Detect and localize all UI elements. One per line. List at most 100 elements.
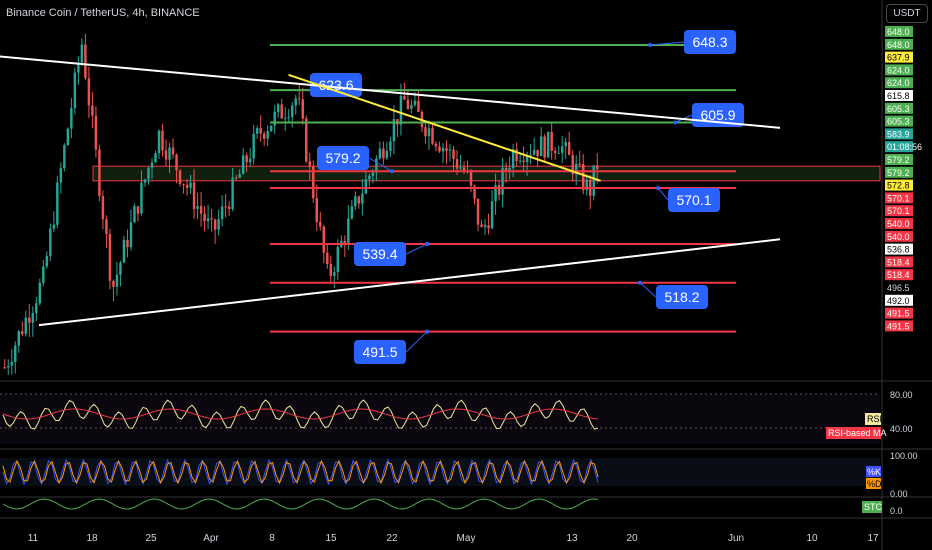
candle-body (182, 183, 185, 185)
candle-body (129, 222, 133, 248)
price-scale-label: 492.0 (887, 296, 910, 306)
candle-body (49, 228, 52, 257)
candle-body (98, 149, 101, 197)
rsi-ma-legend-tag (826, 427, 881, 439)
trendline-upper-white (0, 55, 781, 129)
callout-line (649, 41, 685, 46)
candle-body (28, 317, 31, 323)
candle-body (392, 119, 396, 142)
candle-body (273, 111, 276, 126)
candle-body (269, 125, 273, 132)
candle-body (308, 161, 311, 166)
candle-body (154, 153, 157, 163)
price-scale-tag (885, 192, 913, 204)
stc-legend-label: STC (864, 502, 883, 512)
candle-body (536, 149, 539, 156)
candle-body (452, 149, 455, 160)
candle-body (515, 149, 518, 162)
level-label: 579.2 (325, 150, 360, 166)
candle-body (410, 104, 413, 109)
candle-body (560, 146, 564, 153)
candle-body (147, 167, 150, 180)
candle-body (427, 128, 431, 137)
candle-body (206, 218, 210, 222)
candle-body (213, 219, 217, 230)
candle-body (578, 163, 581, 165)
price-scale-label: 572.8 (887, 181, 910, 191)
callout-point (656, 185, 660, 190)
candle-body (7, 365, 10, 368)
price-scale-label: 536.8 (887, 245, 910, 255)
candle-body (276, 104, 280, 112)
candle-body (459, 167, 462, 169)
candle-body (140, 182, 143, 214)
candle-body (112, 280, 115, 287)
candle-body (164, 150, 168, 160)
candle-body (161, 130, 164, 151)
candle-body (417, 100, 420, 112)
candle-body (259, 128, 262, 134)
candle-body (347, 218, 350, 244)
candle-body (483, 225, 487, 227)
price-scale-tag (885, 218, 913, 229)
candle-body (336, 246, 340, 273)
candle-body (571, 154, 574, 175)
x-axis-tick-label: 17 (867, 533, 879, 544)
price-scale-tag (885, 256, 913, 268)
rsi-level-label: 80.00 (890, 390, 913, 400)
candle-body (24, 317, 28, 335)
x-axis-tick-label: 20 (626, 533, 638, 544)
candle-body (14, 345, 17, 363)
candle-body (497, 185, 501, 195)
candle-body (248, 158, 252, 163)
candle-body (413, 100, 417, 105)
candle-body (469, 170, 473, 186)
price-scale-tag (885, 26, 913, 37)
callout-point (425, 329, 429, 334)
candle-body (224, 206, 227, 208)
candle-body (241, 155, 245, 175)
candle-body (266, 131, 269, 139)
candle-body (35, 303, 38, 313)
candle-body (42, 266, 45, 283)
callout-point (425, 242, 429, 247)
price-scale-tag (885, 205, 913, 217)
candle-body (333, 272, 336, 277)
rsi-ma-line (2, 408, 599, 420)
price-scale-tag (885, 64, 913, 76)
candle-body (567, 142, 571, 155)
candle-body (287, 116, 290, 118)
candle-body (171, 147, 175, 155)
price-scale-tag (885, 243, 913, 255)
level-label-box (668, 188, 720, 212)
price-scale-tag (885, 179, 913, 191)
candle-body (115, 274, 119, 287)
candle-body (553, 150, 557, 153)
stoch-k-legend-tag (866, 466, 881, 477)
candle-body (529, 154, 532, 156)
price-scale-tag (885, 77, 913, 89)
candle-body (441, 147, 445, 152)
candle-body (424, 127, 427, 137)
currency-button[interactable]: USDT (886, 4, 928, 23)
candle-body (476, 198, 480, 225)
level-label: 648.3 (692, 34, 727, 50)
price-scale-label: 540.0 (887, 232, 910, 242)
chart-title: Binance Coin / TetherUS, 4h, BINANCE (6, 7, 200, 19)
stoch-k-legend-label: %K (867, 467, 881, 477)
callout-point (673, 120, 677, 125)
price-scale-label: 648.0 (887, 27, 910, 37)
candle-body (119, 262, 122, 275)
price-scale-tag (885, 102, 913, 114)
candle-body (185, 184, 189, 188)
candle-body (522, 160, 525, 163)
price-scale-label: 518.4 (887, 270, 910, 280)
x-axis-tick-label: 11 (28, 533, 39, 544)
candle-body (596, 165, 599, 170)
trendline-lower-white (38, 238, 781, 327)
price-scale-label: 624.0 (887, 65, 910, 75)
support-zone (92, 165, 881, 182)
candle-body (101, 196, 105, 220)
candle-body (504, 167, 508, 172)
